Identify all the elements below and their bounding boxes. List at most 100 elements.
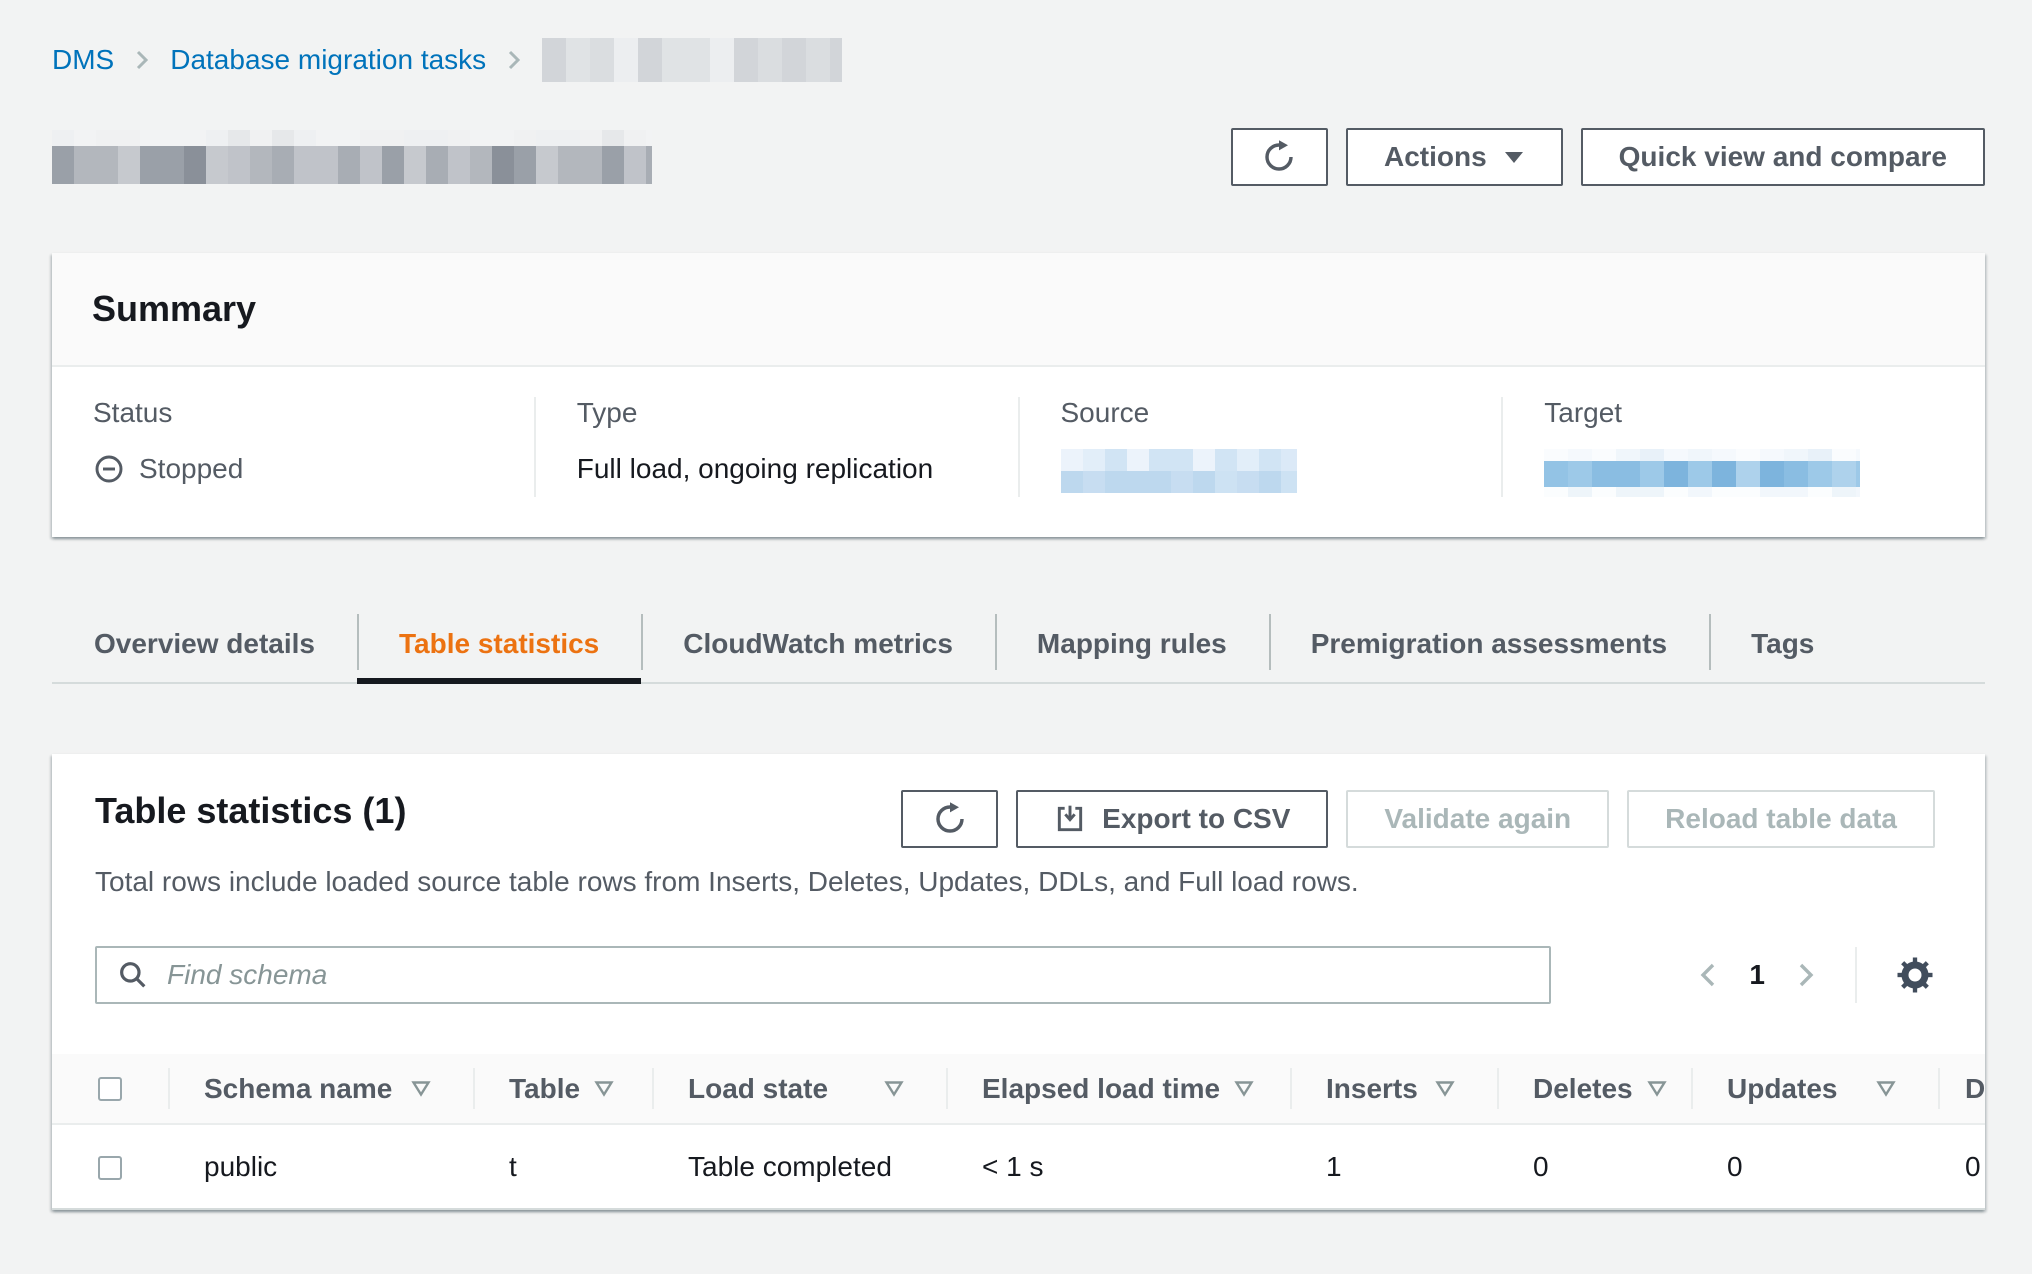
column-label: Table (509, 1072, 581, 1104)
tab-premigration-assessments[interactable]: Premigration assessments (1268, 606, 1709, 682)
row-select-cell (52, 1124, 168, 1210)
export-csv-label: Export to CSV (1102, 803, 1291, 834)
panel-header: Table statistics (1) (95, 790, 1935, 848)
tab-overview-details[interactable]: Overview details (94, 628, 316, 659)
actions-button-label: Actions (1383, 141, 1487, 172)
table-settings-button[interactable] (1895, 955, 1935, 995)
cell-table: t (473, 1124, 652, 1210)
cell-updates: 0 (1691, 1124, 1938, 1210)
tab-tags[interactable]: Tags (1709, 606, 1856, 682)
column-label: Inserts (1326, 1072, 1418, 1104)
select-all-header (52, 1054, 168, 1125)
summary-body: Status Stopped Type Full load, ongoing r… (52, 367, 1985, 537)
column-label: Load state (688, 1072, 829, 1104)
export-csv-button[interactable]: Export to CSV (1016, 790, 1329, 848)
pagination: 1 (1697, 947, 1935, 1003)
breadcrumb-current-redacted (542, 38, 843, 82)
cell-inserts: 1 (1290, 1124, 1497, 1210)
chevron-left-icon (1701, 963, 1715, 987)
previous-page-button[interactable] (1697, 958, 1719, 992)
column-label: Elapsed load time (982, 1072, 1221, 1104)
next-page-button[interactable] (1795, 958, 1817, 992)
reload-table-data-label: Reload table data (1665, 803, 1897, 834)
status-label: Status (93, 397, 173, 428)
stopped-status-icon (95, 455, 123, 483)
gear-icon (1897, 957, 1933, 993)
summary-field-type: Type Full load, ongoing replication (533, 397, 1018, 497)
quick-view-button-label: Quick view and compare (1618, 141, 1947, 172)
page-header: Actions Quick view and compare (52, 128, 1985, 186)
table-refresh-button[interactable] (901, 790, 999, 848)
chevron-right-icon (1799, 963, 1814, 987)
reload-table-data-button[interactable]: Reload table data (1627, 790, 1935, 848)
column-label: Updates (1727, 1072, 1838, 1104)
refresh-icon (935, 802, 964, 833)
summary-field-status: Status Stopped (52, 397, 534, 497)
task-name-redacted (52, 130, 652, 184)
table-statistics-panel: Table statistics (1) (52, 754, 1985, 1210)
panel-description: Total rows include loaded source table r… (95, 866, 1359, 897)
table-statistics-table: Schema name Table Load state (52, 1054, 1985, 1210)
column-header-inserts[interactable]: Inserts (1290, 1054, 1497, 1125)
table-header-row: Schema name Table Load state (52, 1054, 1985, 1125)
summary-field-target: Target (1501, 397, 1985, 497)
sort-icon (1220, 1080, 1254, 1097)
breadcrumb-separator-icon (506, 46, 522, 74)
column-header-elapsed-load-time[interactable]: Elapsed load time (946, 1054, 1290, 1125)
search-box (95, 946, 1551, 1004)
breadcrumb-link-tasks[interactable]: Database migration tasks (170, 44, 487, 75)
summary-field-source: Source (1017, 397, 1502, 497)
validate-again-button[interactable]: Validate again (1346, 790, 1610, 848)
status-text: Stopped (139, 453, 244, 484)
cell-load-state: Table completed (652, 1124, 946, 1210)
page: DMS Database migration tasks Actions (52, 38, 1985, 1210)
header-actions: Actions Quick view and compare (1230, 128, 1985, 186)
sort-icon (1421, 1080, 1455, 1097)
row-checkbox[interactable] (98, 1156, 122, 1181)
column-header-table[interactable]: Table (473, 1054, 652, 1125)
tab-mapping-rules[interactable]: Mapping rules (994, 606, 1269, 682)
refresh-icon (1265, 140, 1294, 171)
validate-again-label: Validate again (1384, 803, 1572, 834)
type-label: Type (576, 397, 638, 428)
status-value: Stopped (93, 449, 534, 489)
refresh-button[interactable] (1230, 128, 1328, 186)
sort-icon (580, 1080, 614, 1097)
select-all-checkbox[interactable] (98, 1076, 122, 1101)
column-header-schema-name[interactable]: Schema name (168, 1054, 473, 1125)
tab-cloudwatch-metrics[interactable]: CloudWatch metrics (641, 606, 995, 682)
column-header-deletes[interactable]: Deletes (1497, 1054, 1691, 1125)
current-page-number[interactable]: 1 (1749, 959, 1765, 990)
column-label: Deletes (1533, 1072, 1633, 1104)
column-label: D (1965, 1072, 1985, 1104)
panel-actions: Export to CSV Validate again Reload tabl… (901, 790, 1935, 848)
caret-down-icon (1504, 152, 1523, 163)
cell-deletes: 0 (1497, 1124, 1691, 1210)
target-value-redacted[interactable] (1544, 449, 1861, 497)
breadcrumb-link-dms[interactable]: DMS (52, 44, 115, 75)
cell-elapsed-load-time: < 1 s (946, 1124, 1290, 1210)
breadcrumb: DMS Database migration tasks (52, 38, 1985, 82)
type-value: Full load, ongoing replication (576, 453, 934, 484)
sort-icon (1862, 1080, 1896, 1097)
find-schema-input[interactable] (95, 946, 1551, 1004)
column-header-updates[interactable]: Updates (1691, 1054, 1938, 1125)
summary-card: Summary Status Stopped Type Full load, o… (52, 253, 1985, 537)
column-header-ddls-clipped[interactable]: D (1938, 1054, 1985, 1125)
source-value-redacted[interactable] (1060, 449, 1297, 493)
tab-bar: Overview details Table statistics CloudW… (52, 606, 1985, 684)
tab-table-statistics[interactable]: Table statistics (357, 606, 642, 684)
search-row: 1 (95, 946, 1935, 1004)
quick-view-compare-button[interactable]: Quick view and compare (1580, 128, 1985, 186)
download-icon (1058, 805, 1083, 832)
cell-schema-name: public (168, 1124, 473, 1210)
actions-button[interactable]: Actions (1345, 128, 1563, 186)
summary-card-header: Summary (52, 253, 1985, 367)
column-header-load-state[interactable]: Load state (652, 1054, 946, 1125)
panel-title: Table statistics (1) (95, 790, 407, 831)
pagination-divider (1855, 947, 1857, 1003)
source-label: Source (1060, 397, 1150, 428)
target-label: Target (1544, 397, 1623, 428)
sort-icon (397, 1080, 431, 1097)
sort-icon (1633, 1080, 1667, 1097)
